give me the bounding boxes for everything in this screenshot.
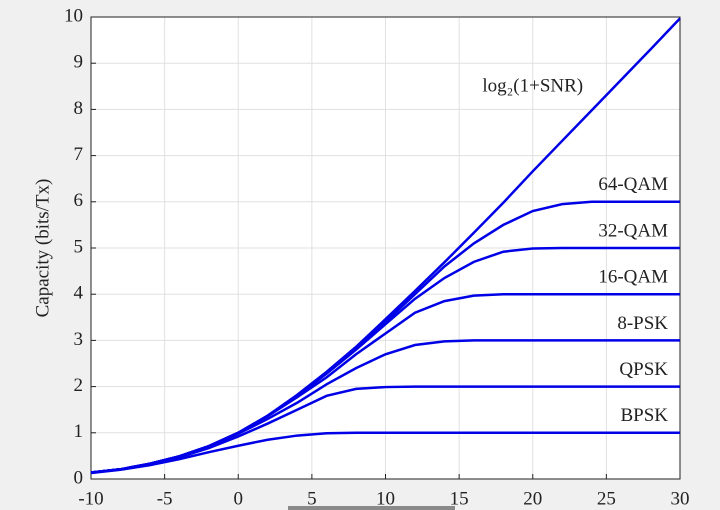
series-label: BPSK	[620, 405, 668, 426]
x-tick-label: 30	[671, 488, 690, 509]
y-tick-label: 3	[74, 329, 84, 350]
y-tick-label: 7	[74, 144, 84, 165]
x-tick-label: 10	[376, 488, 395, 509]
series-label: 8-PSK	[617, 313, 668, 334]
y-tick-label: 2	[74, 375, 84, 396]
series-line	[90, 431, 680, 475]
y-tick-label: 1	[74, 421, 84, 442]
y-tick-label: 9	[74, 52, 84, 73]
scrollbar	[288, 506, 455, 510]
x-tick-label: -10	[78, 488, 103, 509]
y-axis-label: Capacity (bits/Tx)	[32, 179, 53, 318]
y-tick-label: 0	[74, 467, 84, 488]
series-label: 32-QAM	[598, 220, 668, 241]
y-tick-label: 8	[74, 98, 84, 119]
x-tick-label: -5	[157, 488, 173, 509]
series-line	[90, 385, 680, 474]
y-tick-label: 5	[74, 236, 84, 257]
x-tick-label: 20	[523, 488, 542, 509]
y-tick-label: 10	[64, 5, 83, 26]
series-label: log₂(1+SNR)	[482, 75, 583, 96]
y-tick-label: 6	[74, 190, 84, 211]
series-label: QPSK	[619, 359, 668, 380]
series-label: 16-QAM	[598, 267, 668, 288]
y-tick-label: 4	[74, 283, 84, 304]
series-label: 64-QAM	[598, 174, 668, 195]
x-tick-label: 5	[307, 488, 317, 509]
x-tick-label: 25	[597, 488, 616, 509]
x-tick-label: 15	[450, 488, 469, 509]
x-tick-label: 0	[234, 488, 244, 509]
